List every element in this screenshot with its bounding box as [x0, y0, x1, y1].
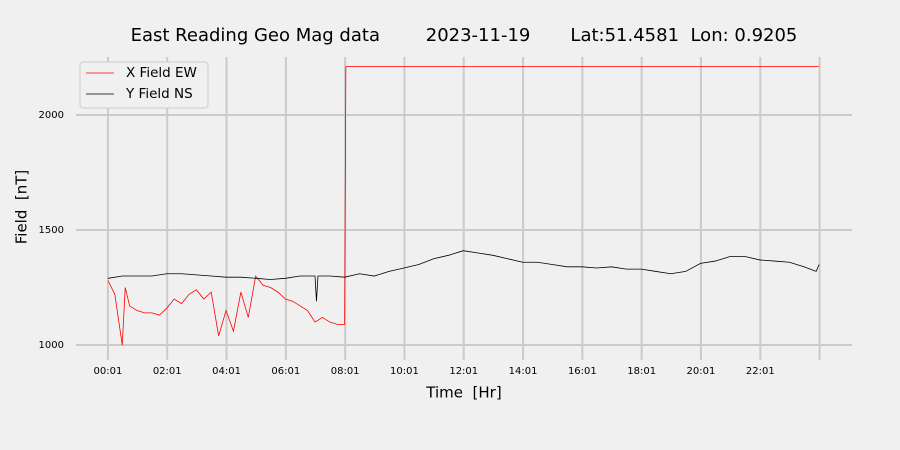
- y-axis-label: Field [nT]: [13, 170, 31, 245]
- data-line: [107, 66, 820, 346]
- legend: X Field EW Y Field NS: [79, 61, 209, 109]
- x-axis-label: Time [Hr]: [425, 384, 501, 402]
- y-tick-label: 1000: [39, 340, 64, 351]
- x-tick-label: 10:01: [390, 366, 419, 377]
- x-tick-label: 14:01: [509, 366, 538, 377]
- x-tick-label: 02:01: [153, 366, 182, 377]
- data-line: [107, 250, 820, 302]
- grid: 1000 1500 2000 00:01 02:01 04:01 06:01 08:01 10:…: [39, 57, 852, 377]
- x-tick-label: 04:01: [212, 366, 241, 377]
- x-tick-label: 00:01: [94, 366, 123, 377]
- chart-title: East Reading Geo Mag data 2023-11-19 Lat…: [131, 25, 798, 46]
- legend-box: [79, 61, 209, 109]
- y-tick-label: 1500: [39, 225, 64, 236]
- legend-label: Y Field NS: [125, 86, 193, 102]
- x-tick-label: 08:01: [331, 366, 360, 377]
- y-tick-label: 2000: [39, 110, 64, 121]
- x-tick-label: 18:01: [627, 366, 656, 377]
- legend-label: X Field EW: [126, 65, 197, 81]
- x-tick-label: 06:01: [271, 366, 300, 377]
- x-tick-label: 12:01: [449, 366, 478, 377]
- x-tick-label: 20:01: [687, 366, 716, 377]
- plot-area: [107, 66, 820, 346]
- x-tick-label: 16:01: [568, 366, 597, 377]
- x-tick-label: 22:01: [746, 366, 775, 377]
